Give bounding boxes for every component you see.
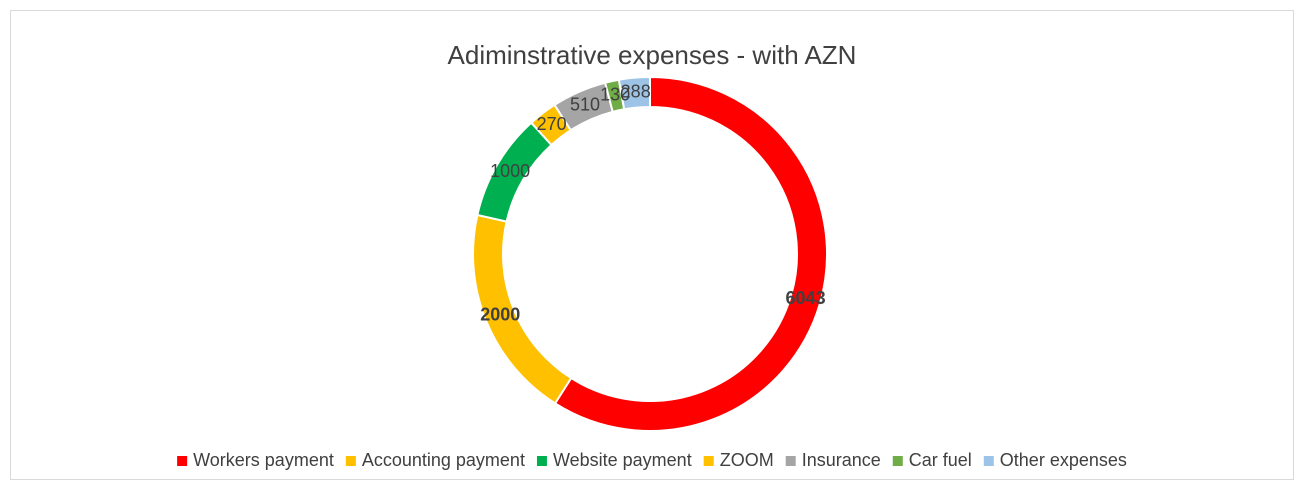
legend-label: Other expenses: [1000, 450, 1127, 470]
legend-swatch: [703, 456, 714, 466]
legend-label: Insurance: [802, 450, 881, 470]
donut-slice: [617, 75, 651, 111]
data-label: 510: [570, 94, 600, 114]
data-label: 2000: [480, 305, 520, 325]
legend-swatch: [983, 456, 994, 466]
legend-swatch: [345, 456, 356, 466]
legend-swatch: [785, 456, 796, 466]
legend-swatch: [892, 456, 903, 466]
data-label: 6043: [786, 288, 826, 308]
data-label: 288: [621, 81, 651, 101]
legend-swatch: [536, 456, 547, 466]
legend-label: Website payment: [553, 450, 692, 470]
data-label: 270: [537, 114, 567, 134]
chart-title: Adiminstrative expenses - with AZN: [448, 40, 857, 70]
legend-label: Car fuel: [909, 450, 972, 470]
legend-label: ZOOM: [720, 450, 774, 470]
data-label: 1000: [490, 161, 530, 181]
legend-label: Accounting payment: [362, 450, 525, 470]
donut-slice: [553, 75, 828, 432]
legend-label: Workers payment: [193, 450, 334, 470]
legend-swatch: [177, 456, 188, 466]
data-label: 130: [600, 85, 630, 105]
